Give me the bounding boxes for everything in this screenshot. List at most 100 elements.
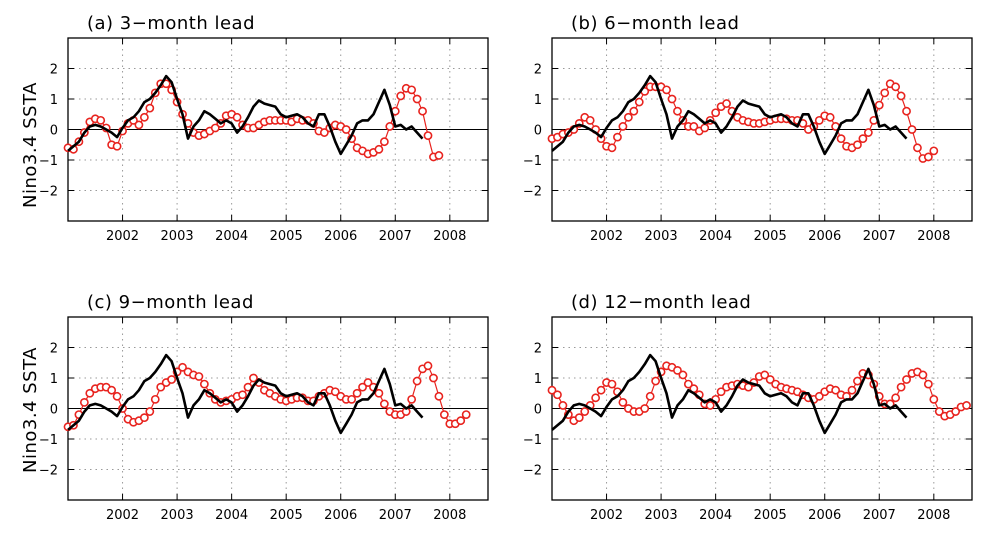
forecast-point bbox=[107, 385, 117, 395]
forecast-point bbox=[574, 413, 584, 423]
y-tick-label: −2 bbox=[523, 464, 542, 479]
forecast-point bbox=[700, 123, 710, 133]
forecast-point bbox=[434, 391, 444, 401]
forecast-point bbox=[765, 375, 775, 384]
forecast-point bbox=[874, 100, 884, 110]
forecast-point bbox=[918, 370, 928, 380]
forecast-point bbox=[634, 97, 644, 107]
forecast-point bbox=[667, 94, 677, 104]
x-tick-label: 2007 bbox=[863, 229, 896, 244]
forecast-point bbox=[683, 379, 693, 389]
panel-b: (b) 6−month lead 2002 2003 2004 2005 2006 2007… bbox=[523, 13, 973, 244]
forecast-point bbox=[112, 141, 122, 151]
forecast-point bbox=[662, 85, 671, 95]
forecast-point bbox=[836, 134, 846, 144]
x-tick-label: 2006 bbox=[808, 508, 841, 523]
panel-a: (a) 3−month lead 2002 2003 2004 2005 2006 2007… bbox=[39, 13, 489, 244]
forecast-point bbox=[139, 112, 149, 122]
x-tick-label: 2003 bbox=[645, 508, 678, 523]
forecast-point bbox=[907, 125, 917, 134]
forecast-point bbox=[374, 144, 384, 154]
x-tick-label: 2002 bbox=[590, 508, 623, 523]
x-tick-label: 2008 bbox=[917, 508, 950, 523]
observed-line bbox=[551, 74, 908, 156]
forecast-point bbox=[891, 82, 901, 92]
forecast-point bbox=[825, 112, 835, 122]
forecast-point bbox=[407, 85, 417, 95]
x-tick-label: 2003 bbox=[645, 229, 678, 244]
x-tick-label: 2004 bbox=[699, 508, 732, 523]
forecast-point bbox=[423, 361, 433, 371]
forecast-point bbox=[194, 372, 204, 381]
forecast-point bbox=[85, 388, 95, 398]
forecast-point bbox=[249, 373, 258, 383]
forecast-point bbox=[134, 120, 144, 130]
forecast-point bbox=[596, 385, 606, 395]
forecast-point bbox=[934, 407, 944, 416]
x-tick-label: 2007 bbox=[379, 508, 412, 523]
forecast-point bbox=[167, 375, 177, 384]
forecast-point bbox=[814, 115, 824, 125]
y-tick-label: 0 bbox=[534, 124, 542, 139]
y-tick-label: 0 bbox=[50, 403, 58, 418]
forecast-point bbox=[553, 390, 562, 400]
forecast-point bbox=[412, 94, 422, 104]
panel-title: (d) 12−month lead bbox=[571, 292, 751, 313]
y-tick-label: −2 bbox=[523, 185, 542, 200]
x-tick-label: 2006 bbox=[808, 229, 841, 244]
observed-line bbox=[67, 353, 424, 435]
y-tick-label: 1 bbox=[50, 93, 58, 108]
panel-c: (c) 9−month lead 2002 2003 2004 2005 2006 2007… bbox=[39, 292, 489, 523]
panel-title: (a) 3−month lead bbox=[87, 13, 255, 34]
forecast-point bbox=[847, 385, 857, 395]
forecast-point bbox=[711, 108, 721, 118]
forecast-point bbox=[238, 390, 247, 400]
forecast-point bbox=[678, 370, 688, 380]
forecast-point bbox=[591, 393, 601, 403]
x-tick-label: 2003 bbox=[161, 229, 194, 244]
ylabel-bottom: Nino3.4 SSTA bbox=[20, 347, 41, 473]
forecast-point bbox=[156, 382, 166, 392]
forecast-point bbox=[929, 394, 939, 404]
forecast-point bbox=[547, 385, 557, 395]
forecast-point bbox=[896, 382, 906, 392]
y-tick-label: 2 bbox=[534, 63, 542, 78]
y-tick-label: −1 bbox=[39, 154, 58, 169]
y-tick-label: 1 bbox=[50, 372, 58, 387]
panel-title: (b) 6−month lead bbox=[571, 13, 739, 34]
y-tick-label: −1 bbox=[523, 154, 542, 169]
forecast-point bbox=[199, 379, 209, 389]
panel-title: (c) 9−month lead bbox=[87, 292, 254, 313]
x-tick-label: 2002 bbox=[106, 229, 139, 244]
y-tick-label: 0 bbox=[534, 403, 542, 418]
forecast-point bbox=[429, 373, 438, 383]
forecast-point bbox=[722, 99, 731, 108]
forecast-point bbox=[210, 123, 220, 133]
forecast-point bbox=[434, 151, 444, 160]
x-tick-label: 2005 bbox=[270, 229, 303, 244]
forecast-point bbox=[607, 143, 617, 153]
forecast-point bbox=[902, 106, 911, 116]
forecast-point bbox=[347, 394, 357, 404]
forecast-point bbox=[858, 134, 868, 144]
x-tick-label: 2005 bbox=[270, 508, 303, 523]
y-tick-label: −1 bbox=[523, 433, 542, 448]
forecast-point bbox=[880, 88, 890, 98]
y-tick-label: 0 bbox=[50, 124, 58, 139]
y-tick-label: −1 bbox=[39, 433, 58, 448]
x-tick-label: 2002 bbox=[106, 508, 139, 523]
forecast-point bbox=[330, 387, 340, 397]
observed-line bbox=[67, 74, 424, 156]
forecast-point bbox=[439, 410, 449, 419]
forecast-point bbox=[929, 146, 939, 156]
x-tick-label: 2006 bbox=[324, 508, 357, 523]
y-tick-label: 2 bbox=[50, 63, 58, 78]
forecast-point bbox=[363, 378, 373, 387]
x-tick-label: 2008 bbox=[433, 508, 466, 523]
x-tick-label: 2003 bbox=[161, 508, 194, 523]
forecast-point bbox=[358, 382, 367, 392]
forecast-point bbox=[145, 103, 155, 113]
forecast-point bbox=[814, 391, 824, 401]
forecast-point bbox=[891, 393, 901, 403]
forecast-point bbox=[629, 106, 639, 116]
